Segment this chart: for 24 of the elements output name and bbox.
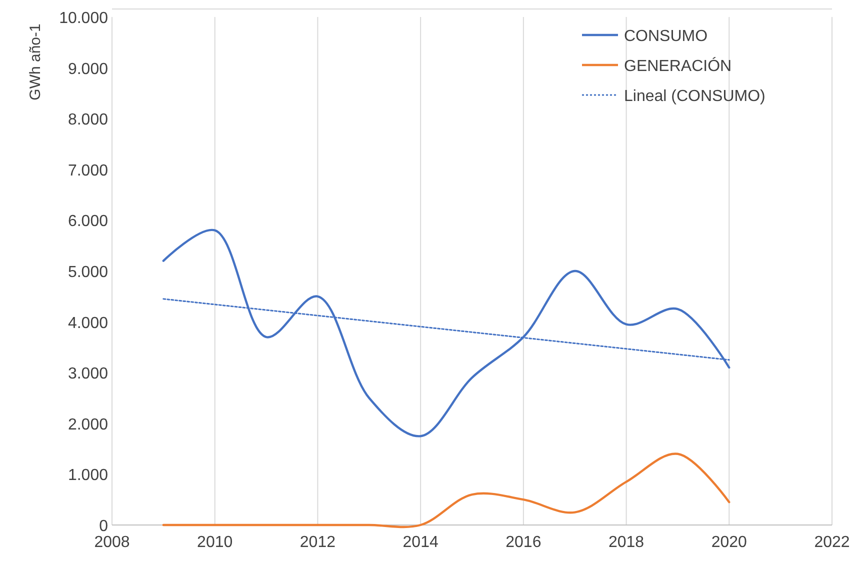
x-tick-label: 2020 [711, 534, 748, 551]
y-tick-label: 5.000 [68, 264, 108, 281]
x-tick-label: 2016 [506, 534, 542, 551]
x-tick-label: 2018 [608, 534, 644, 551]
y-tick-label: 8.000 [68, 112, 108, 129]
x-tick-label: 2012 [300, 534, 336, 551]
legend-label: Lineal (CONSUMO) [624, 88, 766, 105]
x-tick-label: 2022 [814, 534, 850, 551]
x-tick-label: 2014 [402, 534, 438, 551]
y-tick-label: 3.000 [68, 366, 108, 383]
y-tick-label: 7.000 [68, 162, 108, 180]
y-tick-label: 2.000 [68, 416, 108, 434]
y-tick-label: 0 [99, 518, 108, 535]
legend-label: CONSUMO [624, 28, 708, 45]
y-tick-label: 10.000 [59, 10, 108, 27]
x-tick-label: 2008 [94, 534, 130, 551]
legend-label: GENERACIÓN [624, 57, 732, 75]
y-tick-label: 4.000 [68, 314, 108, 332]
x-tick-label: 2010 [197, 534, 233, 551]
line-series [162, 229, 730, 438]
y-tick-label: 9.000 [68, 60, 108, 78]
y-tick-label: 6.000 [68, 213, 108, 230]
y-tick-label: 1.000 [68, 467, 108, 484]
y-axis-title: GWh año-1 [27, 24, 44, 100]
